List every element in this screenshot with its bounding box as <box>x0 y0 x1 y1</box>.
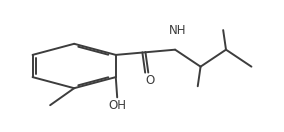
Text: O: O <box>145 74 154 87</box>
Text: NH: NH <box>169 24 187 37</box>
Text: OH: OH <box>108 99 126 112</box>
